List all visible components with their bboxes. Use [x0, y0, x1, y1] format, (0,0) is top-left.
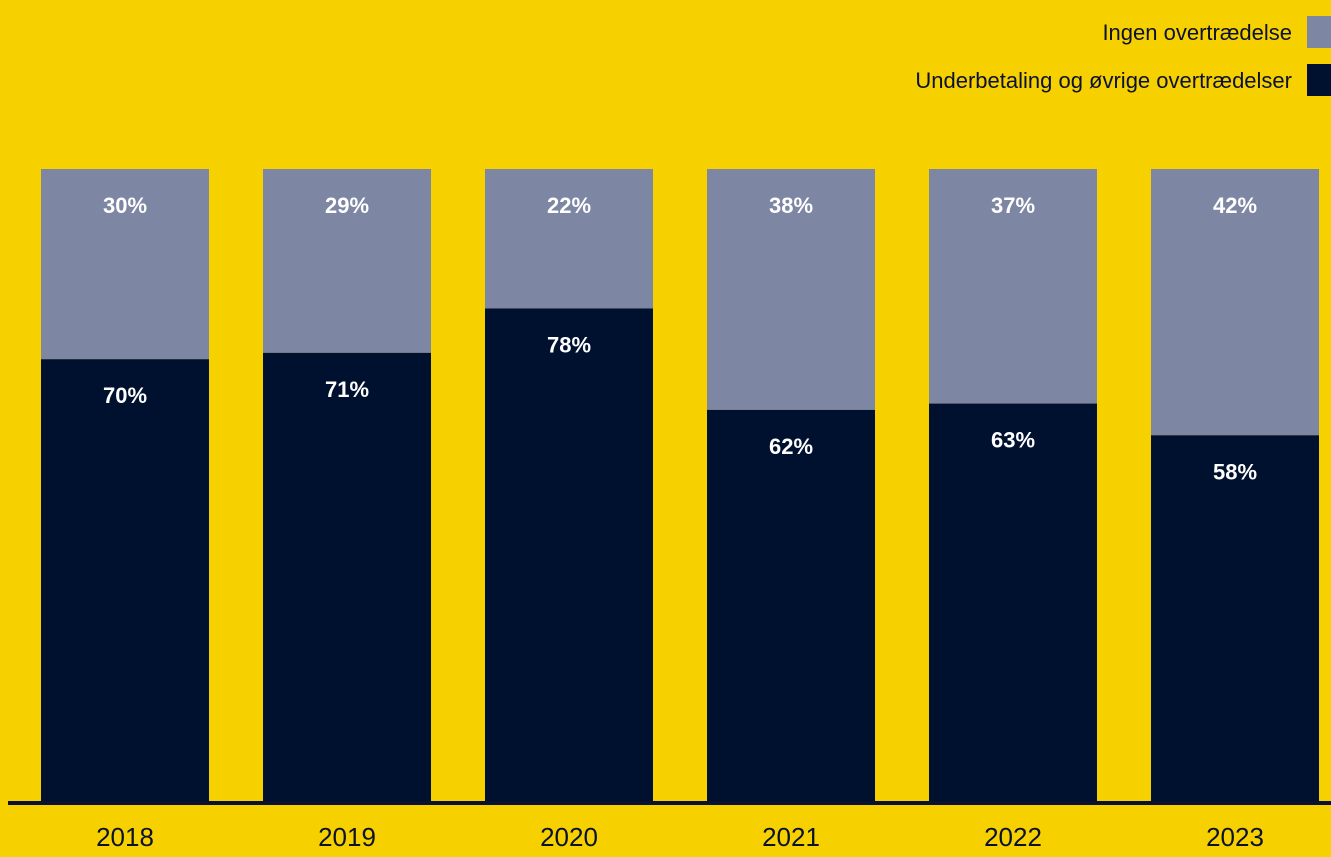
x-tick-label-2020: 2020 [540, 822, 598, 852]
bar-segment-ingen-overtraedelse-2023 [1151, 169, 1319, 436]
legend-swatch-1 [1307, 64, 1331, 96]
data-label-ingen-overtraedelse-2019: 29% [325, 193, 369, 218]
bar-segment-ingen-overtraedelse-2021 [707, 169, 875, 410]
legend: Ingen overtrædelse Underbetaling og øvrig… [915, 16, 1331, 96]
data-label-underbetaling-2019: 71% [325, 377, 369, 402]
legend-swatch-0 [1307, 16, 1331, 48]
bar-segment-underbetaling-2022 [929, 403, 1097, 803]
data-label-ingen-overtraedelse-2023: 42% [1213, 193, 1257, 218]
legend-label-1: Underbetaling og øvrige overtrædelser [915, 68, 1292, 93]
x-axis-tick-labels: 2018 2019 2020 2021 2022 2023 [96, 822, 1264, 852]
x-tick-label-2018: 2018 [96, 822, 154, 852]
data-label-underbetaling-2023: 58% [1213, 459, 1257, 484]
bar-segment-underbetaling-2021 [707, 409, 875, 803]
bar-segment-ingen-overtraedelse-2022 [929, 169, 1097, 404]
data-label-ingen-overtraedelse-2020: 22% [547, 193, 591, 218]
data-label-underbetaling-2020: 78% [547, 332, 591, 357]
x-tick-label-2022: 2022 [984, 822, 1042, 852]
legend-label-0: Ingen overtrædelse [1102, 20, 1292, 45]
bar-segment-ingen-overtraedelse-2019 [263, 169, 431, 353]
bars [41, 169, 1319, 803]
bar-segment-underbetaling-2018 [41, 359, 209, 803]
x-tick-label-2023: 2023 [1206, 822, 1264, 852]
data-label-ingen-overtraedelse-2018: 30% [103, 193, 147, 218]
data-label-ingen-overtraedelse-2022: 37% [991, 193, 1035, 218]
bar-segment-underbetaling-2019 [263, 352, 431, 803]
x-tick-label-2019: 2019 [318, 822, 376, 852]
bar-segment-ingen-overtraedelse-2020 [485, 169, 653, 309]
data-label-ingen-overtraedelse-2021: 38% [769, 193, 813, 218]
bar-segment-underbetaling-2020 [485, 308, 653, 803]
data-label-underbetaling-2018: 70% [103, 383, 147, 408]
bar-segment-ingen-overtraedelse-2018 [41, 169, 209, 360]
data-label-underbetaling-2021: 62% [769, 434, 813, 459]
bar-segment-underbetaling-2023 [1151, 435, 1319, 803]
value-labels: 30% 70% 29% 71% 22% 78% 38% 62% 37% 63% 42% 58% [103, 193, 1257, 484]
data-label-underbetaling-2022: 63% [991, 428, 1035, 453]
x-tick-label-2021: 2021 [762, 822, 820, 852]
